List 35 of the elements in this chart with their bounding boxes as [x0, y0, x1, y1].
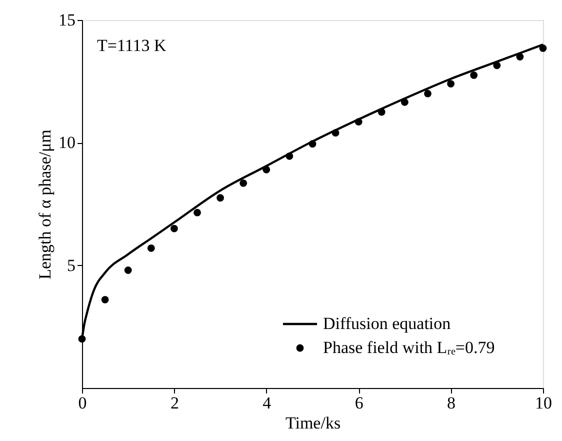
- x-tick-label: 0: [78, 394, 87, 412]
- point: [216, 194, 224, 202]
- point: [308, 140, 316, 148]
- x-tick-label: 6: [354, 394, 364, 412]
- point: [194, 208, 201, 216]
- point: [493, 62, 501, 70]
- legend-label: Phase field with Lᵣₑ=0.79: [323, 338, 495, 357]
- point: [262, 166, 270, 174]
- point: [332, 129, 340, 137]
- point: [470, 72, 478, 79]
- point: [124, 266, 132, 274]
- x-tick-label: 8: [447, 394, 456, 412]
- point: [78, 335, 86, 343]
- point: [101, 296, 109, 304]
- annotation: T=1113 K: [97, 36, 167, 55]
- point: [424, 90, 432, 98]
- point: [378, 108, 386, 116]
- point: [170, 224, 178, 232]
- point: [354, 118, 362, 126]
- x-axis-title: Time/ks: [285, 414, 341, 432]
- y-tick-label: 15: [58, 10, 76, 30]
- y-tick-label: 5: [67, 256, 76, 275]
- point: [286, 152, 294, 160]
- x-tick-label: 10: [535, 394, 552, 412]
- point: [516, 53, 524, 60]
- x-tick-label: 2: [170, 394, 179, 412]
- legend-label: Diffusion equation: [323, 314, 452, 333]
- y-tick-label: 10: [58, 133, 76, 152]
- point: [400, 98, 408, 106]
- point: [539, 44, 547, 52]
- x-tick-label: 4: [262, 394, 272, 412]
- point: [147, 244, 155, 252]
- point: [240, 179, 248, 187]
- y-axis-title: Length of α phase/μm: [36, 130, 54, 280]
- point: [447, 80, 455, 88]
